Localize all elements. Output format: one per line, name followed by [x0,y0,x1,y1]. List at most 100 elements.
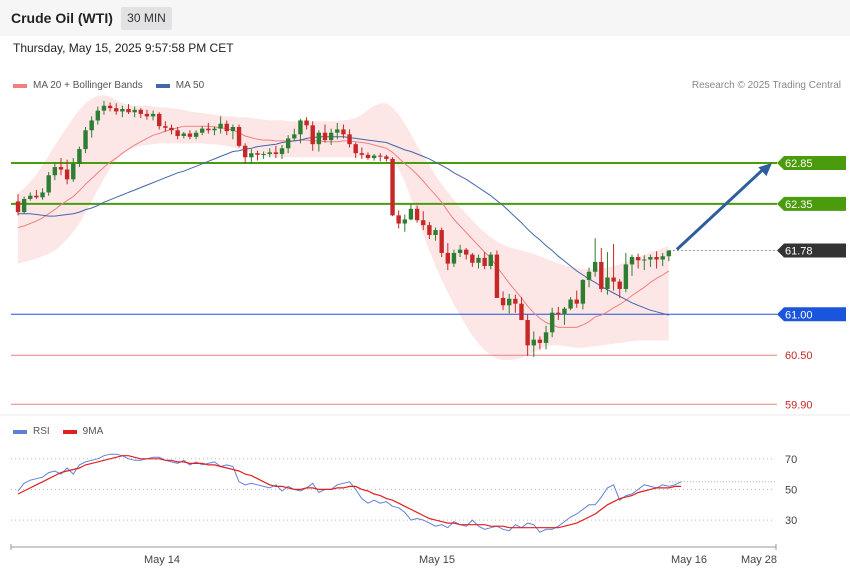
candle-body [310,125,315,145]
candle-body [224,123,229,132]
level-label-62.35: 62.35 [785,199,813,211]
candle-body [457,249,463,253]
candle-body [40,192,45,198]
candle-body [77,149,82,164]
candle-body [574,299,579,304]
candle-body [660,256,665,260]
candle-body [267,152,272,154]
candle-body [666,250,672,257]
ma20-legend-swatch [13,83,27,88]
candle-body [642,259,647,261]
candle-body [120,108,125,112]
candle-body [163,126,168,128]
candle-body [15,201,21,213]
candle-body [58,167,64,170]
candle-body [396,215,401,224]
x-tick-label: May 14 [144,554,180,566]
level-tag-62.35 [777,196,846,211]
candle-body [433,230,438,235]
level-label-60.50: 60.50 [785,350,813,362]
candle-body [470,254,475,263]
candle-body [28,195,33,199]
candle-body [89,120,94,131]
candle-body [568,299,573,309]
ma50-legend-label: MA 50 [175,80,205,91]
candle-body [371,155,377,159]
candle-body [654,257,659,260]
rsi-ma-legend-swatch [62,429,77,434]
candle-body [445,252,450,264]
candle-body [507,298,512,306]
candle-body [132,109,137,113]
candle-body [500,297,506,306]
candle-body [46,175,51,193]
bollinger-band [18,95,669,361]
candle-body [114,108,119,112]
rsi-tick-70: 70 [785,454,797,466]
forecast-arrow [675,162,772,251]
candle-body [648,257,653,260]
candle-body [365,154,371,159]
candle-body [519,303,524,321]
ma20-line [17,125,670,328]
candle-body [230,126,236,132]
candle-body [611,277,616,282]
candle-body [328,132,334,141]
candle-body [322,132,328,141]
candle-body [414,208,420,221]
candle-body [181,133,186,136]
forecast-arrow-shaft [675,168,765,251]
x-tick-label: May 15 [419,554,455,566]
rsi-tick-30: 30 [785,515,797,527]
candle-body [439,230,444,253]
credit-text: Research © 2025 Trading Central [691,80,841,91]
level-label-59.90: 59.90 [785,399,813,411]
candle-body [525,320,530,346]
candle-body [378,155,383,157]
rsi-line [17,453,682,533]
candle-body [402,219,408,224]
timeframe-badge[interactable]: 30 MIN [121,7,172,30]
level-tag-61.78 [777,243,846,258]
candle-body [451,252,457,264]
candle-body [21,198,27,213]
candle-body [623,264,629,289]
candle-body [206,128,211,131]
candle-body [292,134,297,139]
instrument-title: Crude Oil (WTI) [11,10,113,26]
candle-body [482,257,487,267]
candle-body [138,109,143,114]
ma50-legend-swatch [155,83,170,88]
candle-body [261,153,266,155]
candle-body [488,254,493,267]
candle-body [64,169,70,180]
level-labels: 62.85 62.35 61.78 61.00 60.50 59.90 [777,155,846,411]
rsi-legend: RSI 9MA [13,426,103,437]
candle-body [562,308,567,315]
candle-body [513,298,518,304]
candle-body [599,261,604,289]
candle-body [353,144,358,154]
chart-timestamp: Thursday, May 15, 2025 9:57:58 PM CET [13,41,234,55]
candle-body [95,110,101,121]
level-label-61.00: 61.00 [785,309,813,321]
candle-body [556,312,561,315]
candle-body [384,156,389,159]
candle-body [200,128,205,133]
candle-body [304,120,309,126]
candle-body [390,158,395,216]
x-axis: May 14 May 15 May 16 May 28 [10,544,777,566]
candle-body [107,105,113,109]
candle-body [494,254,500,298]
candle-body [273,152,279,154]
candle-body [144,113,150,117]
candle-body [187,133,193,137]
candle-body [101,105,107,111]
candle-body [52,167,58,176]
candle-body [580,279,586,304]
price-legend: MA 20 + Bollinger Bands MA 50 [13,80,204,91]
candle-body [617,281,622,289]
candle-body [629,257,635,265]
rsi-ma-line [17,455,682,529]
